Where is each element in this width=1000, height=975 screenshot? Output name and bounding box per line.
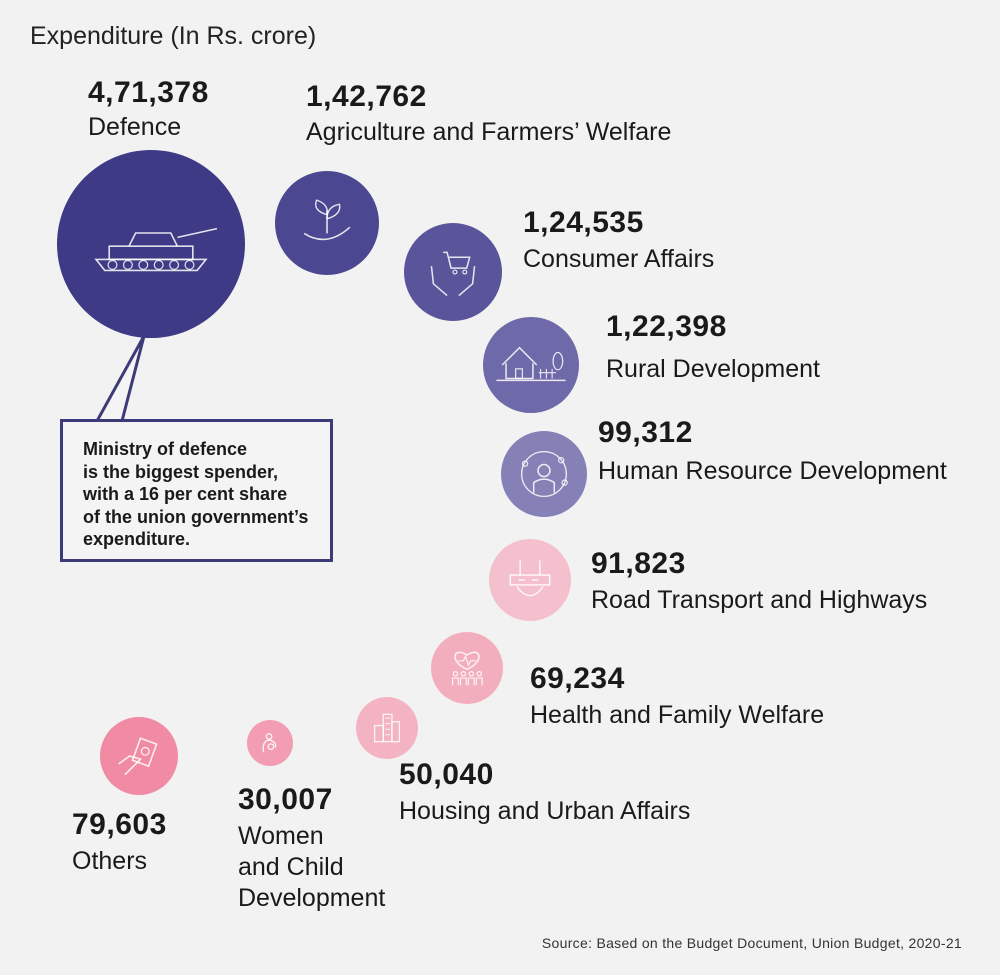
bubble-circle xyxy=(100,717,178,795)
bubble-road-transport-and-highways xyxy=(489,539,571,621)
callout-box: Ministry of defence is the biggest spend… xyxy=(60,419,333,562)
bubble-circle xyxy=(489,539,571,621)
value-label: 1,22,398 xyxy=(606,310,727,343)
value-label: 50,040 xyxy=(399,758,494,791)
category-label: Others xyxy=(72,847,148,875)
bubble-others xyxy=(100,717,178,795)
bubble-circle xyxy=(501,431,587,517)
label-defence: 4,71,378 Defence xyxy=(88,76,209,143)
buildings-icon xyxy=(373,713,401,743)
label-road-transport: 91,823 Road Transport and Highways xyxy=(591,547,927,616)
category-label: Defence xyxy=(88,113,182,141)
money-hand-icon xyxy=(118,737,158,776)
label-others: 79,603 Others xyxy=(72,808,167,877)
sprout-hand-icon xyxy=(303,199,351,241)
category-label: Health and Family Welfare xyxy=(530,701,825,729)
value-label: 79,603 xyxy=(72,808,167,841)
value-label: 1,42,762 xyxy=(306,80,427,113)
callout-pointer xyxy=(94,335,146,423)
bubble-agriculture-and-farmers-welfare xyxy=(275,171,379,275)
category-label: Agriculture and Farmers’ Welfare xyxy=(306,118,672,146)
bubble-circle xyxy=(247,720,293,766)
bubble-rural-development xyxy=(483,317,579,413)
label-health: 69,234 Health and Family Welfare xyxy=(530,662,824,731)
cart-hands-icon xyxy=(430,251,476,297)
category-label: Road Transport and Highways xyxy=(591,586,928,614)
callout-line: with a 16 per cent share xyxy=(83,484,288,504)
category-label: Rural Development xyxy=(606,355,820,383)
category-label: Consumer Affairs xyxy=(523,245,715,273)
callout-line: expenditure. xyxy=(83,529,191,549)
bubble-circle xyxy=(356,697,418,759)
label-rural-development: 1,22,398 Rural Development xyxy=(606,310,820,385)
chart-title: Expenditure (In Rs. crore) xyxy=(30,22,317,50)
bubble-defence xyxy=(57,150,245,338)
label-consumer-affairs: 1,24,535 Consumer Affairs xyxy=(523,206,714,275)
value-label: 1,24,535 xyxy=(523,206,644,239)
bubble-human-resource-development xyxy=(501,431,587,517)
bubble-health-and-family-welfare xyxy=(431,632,503,704)
person-network-icon xyxy=(520,450,568,498)
bubble-circle xyxy=(57,150,245,338)
bubble-circle xyxy=(483,317,579,413)
source-note: Source: Based on the Budget Document, Un… xyxy=(541,935,962,951)
category-label-line: Women xyxy=(238,822,324,850)
bubble-housing-and-urban-affairs xyxy=(356,697,418,759)
bubble-consumer-affairs xyxy=(404,223,502,321)
category-label-line: Development xyxy=(238,884,386,912)
callout-line: is the biggest spender, xyxy=(83,461,279,482)
mother-child-icon xyxy=(262,733,277,753)
label-agriculture: 1,42,762 Agriculture and Farmers’ Welfar… xyxy=(306,80,671,148)
value-label: 4,71,378 xyxy=(88,76,209,109)
bubble-circle xyxy=(431,632,503,704)
label-women-child: 30,007 Women and Child Development xyxy=(238,783,385,914)
category-label: Human Resource Development xyxy=(598,457,947,485)
value-label: 30,007 xyxy=(238,783,333,816)
category-label-line: and Child xyxy=(238,853,344,881)
callout-line: of the union government’s xyxy=(83,506,309,527)
bubble-women-and-child-development xyxy=(247,720,293,766)
value-label: 69,234 xyxy=(530,662,625,695)
house-icon xyxy=(496,346,566,382)
callout-line: Ministry of defence xyxy=(83,439,248,459)
value-label: 91,823 xyxy=(591,547,686,580)
label-human-resource: 99,312 Human Resource Development xyxy=(598,416,947,487)
label-housing: 50,040 Housing and Urban Affairs xyxy=(399,758,690,827)
road-icon xyxy=(509,560,551,597)
heart-family-icon xyxy=(452,651,483,686)
tank-icon xyxy=(94,227,218,272)
category-label: Housing and Urban Affairs xyxy=(399,797,691,825)
value-label: 99,312 xyxy=(598,416,693,449)
